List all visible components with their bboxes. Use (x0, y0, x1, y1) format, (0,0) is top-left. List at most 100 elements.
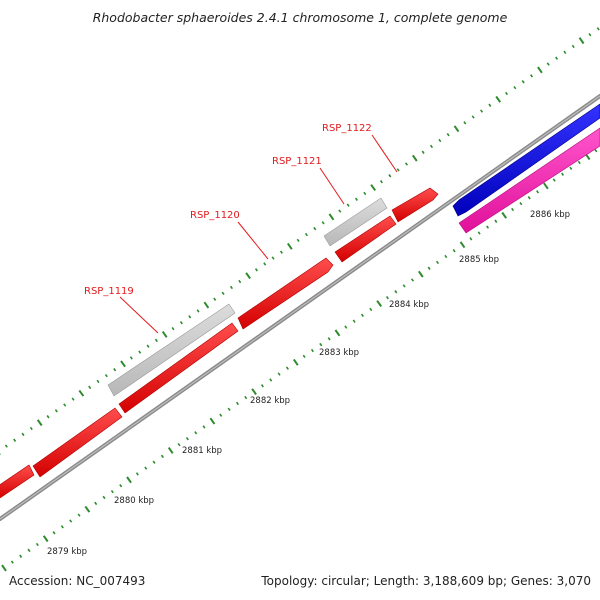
scale-tick (521, 80, 525, 84)
scale-tick (370, 184, 377, 191)
scale-tick (69, 519, 73, 523)
scale-tick (94, 501, 98, 506)
scale-tick (279, 250, 283, 254)
scale-tick (552, 178, 556, 182)
scale-tick (530, 74, 534, 78)
scale-tick (477, 231, 481, 235)
scale-tick (417, 270, 424, 278)
scale-tick (84, 505, 91, 513)
scale-tick (235, 401, 239, 406)
scale-tick (54, 409, 58, 413)
scale-tick (160, 454, 164, 459)
genome-summary-text: Topology: circular; Length: 3,188,609 bp… (260, 574, 591, 588)
scale-tick (555, 56, 559, 60)
kbp-label: 2880 kbp (114, 496, 154, 506)
scale-tick (354, 197, 358, 201)
scale-tick (171, 326, 175, 331)
scale-tick (52, 531, 56, 535)
scale-tick (135, 472, 139, 476)
scale-tick (338, 209, 342, 213)
scale-tick (202, 425, 206, 429)
scale-tick (71, 397, 75, 401)
scale-tick (546, 62, 550, 66)
kbp-label: 2886 kbp (530, 210, 570, 220)
scale-tick (29, 426, 33, 431)
kbp-label: 2879 kbp (47, 547, 87, 557)
scale-tick (126, 476, 132, 484)
gene-label-rsp-1122: RSP_1122 (322, 123, 372, 134)
map-title: Rhodobacter sphaeroides 2.4.1 chromosome… (93, 10, 508, 25)
kbp-label: 2882 kbp (250, 396, 290, 406)
scale-tick (88, 385, 92, 390)
scale-tick (77, 513, 81, 517)
scale-tick (36, 419, 43, 427)
scale-tick (346, 203, 350, 207)
scale-tick (144, 466, 148, 470)
scale-tick (519, 201, 523, 206)
scale-tick (254, 268, 258, 272)
scale-tick (161, 331, 168, 338)
scale-tick (285, 366, 289, 370)
scale-tick (263, 262, 267, 266)
outer-tick-track (0, 27, 600, 455)
scale-tick (446, 132, 450, 137)
scale-tick (588, 33, 592, 37)
kbp-labels: 2879 kbp 2880 kbp 2881 kbp 2882 kbp 2883… (47, 210, 570, 557)
scale-tick (569, 166, 573, 171)
inner-tick-track (1, 149, 598, 572)
scale-tick (185, 437, 189, 441)
features (0, 103, 600, 499)
scale-tick (438, 138, 442, 143)
scale-tick (227, 407, 231, 411)
scale-tick (421, 150, 425, 154)
magenta-feature (458, 127, 600, 234)
scale-tick (154, 338, 158, 343)
scale-tick (313, 226, 317, 231)
gene-labels: RSP_1119 RSP_1120 RSP_1121 RSP_1122 (84, 123, 398, 334)
scale-tick (120, 360, 126, 368)
backbone (0, 94, 600, 521)
scale-tick (471, 115, 475, 119)
scale-tick (1, 564, 7, 572)
scale-tick (537, 66, 543, 74)
scale-tick (46, 415, 50, 419)
scale-tick (110, 489, 114, 494)
kbp-label: 2881 kbp (182, 446, 222, 456)
scale-tick (19, 554, 23, 558)
scale-tick (96, 379, 100, 384)
scale-tick (229, 285, 233, 290)
gene-label-rsp-1120: RSP_1120 (190, 210, 240, 221)
scale-tick (196, 309, 200, 313)
scale-tick (4, 444, 8, 448)
scale-tick (402, 284, 406, 288)
scale-tick (388, 174, 392, 178)
scale-tick (594, 149, 598, 153)
scale-tick (138, 350, 142, 354)
scale-tick (452, 248, 456, 253)
scale-tick (543, 182, 549, 190)
scale-tick (238, 279, 242, 284)
scale-tick (501, 211, 508, 219)
scale-tick (319, 342, 323, 347)
scale-tick (251, 388, 257, 396)
scale-tick (511, 207, 515, 212)
cds-feature (0, 464, 35, 499)
scale-tick (334, 329, 341, 337)
cds-feature (334, 215, 397, 263)
scale-tick (260, 384, 264, 388)
scale-tick (404, 162, 409, 166)
scale-tick (119, 484, 123, 488)
scale-tick (42, 535, 49, 543)
scale-tick (129, 356, 133, 360)
scale-tick (310, 348, 314, 353)
scale-tick (194, 431, 198, 435)
scale-tick (394, 290, 398, 294)
scale-tick (363, 191, 367, 196)
scale-tick (177, 442, 181, 447)
scale-tick (469, 237, 473, 241)
scale-tick (563, 50, 567, 55)
scale-tick (577, 160, 581, 165)
scale-tick (453, 125, 460, 133)
scale-tick (561, 172, 565, 176)
scale-tick (10, 560, 14, 564)
